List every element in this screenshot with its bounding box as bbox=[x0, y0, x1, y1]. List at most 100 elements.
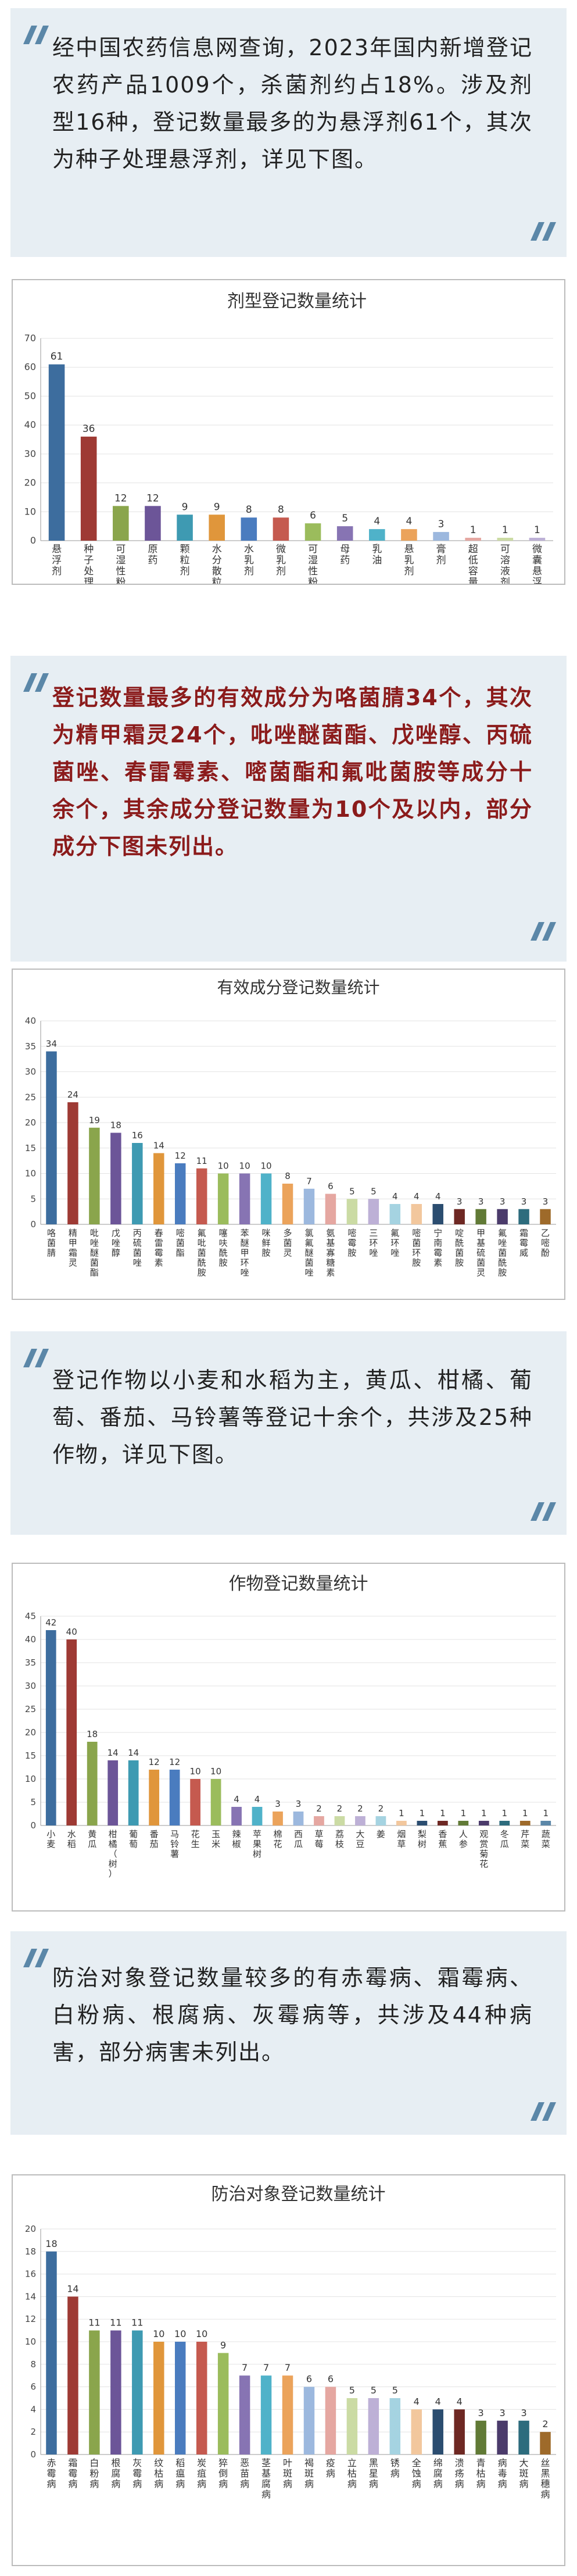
bar bbox=[67, 1102, 78, 1224]
crop-quote-box: 登记作物以小麦和水稻为主，黄瓜、柑橘、葡萄、番茄、马铃薯等登记十余个，共涉及25… bbox=[10, 1331, 567, 1535]
category-label: 小麦 bbox=[46, 1829, 55, 1849]
bar bbox=[48, 364, 65, 541]
bar bbox=[411, 1204, 422, 1224]
bar bbox=[110, 1132, 121, 1224]
category-label: 全蚀病 bbox=[412, 2457, 421, 2489]
category-label: 种子处理悬浮剂 bbox=[84, 544, 94, 584]
category-label: 立枯病 bbox=[347, 2457, 357, 2489]
category-label: 马铃薯 bbox=[170, 1829, 179, 1859]
bar-value-label: 5 bbox=[392, 2385, 398, 2396]
bar bbox=[239, 1173, 250, 1224]
y-tick-label: 30 bbox=[24, 448, 36, 459]
y-tick-label: 30 bbox=[25, 1067, 36, 1077]
bar-value-label: 4 bbox=[414, 2396, 420, 2407]
category-label: 可湿性粉剂 bbox=[308, 544, 318, 584]
bar-value-label: 1 bbox=[534, 524, 540, 536]
y-tick-label: 20 bbox=[25, 1727, 36, 1738]
bar bbox=[497, 1209, 508, 1224]
bar bbox=[209, 515, 225, 541]
bar bbox=[304, 523, 321, 541]
category-label: 乙嘧酚 bbox=[541, 1228, 550, 1258]
bar bbox=[153, 2342, 164, 2454]
bar bbox=[499, 1821, 510, 1825]
bar bbox=[336, 526, 353, 541]
ingredient-quote-box: 登记数量最多的有效成分为咯菌腈34个，其次为精甲霜灵24个，吡唑醚菌酯、戊唑醇、… bbox=[10, 656, 567, 962]
bar-value-label: 3 bbox=[500, 2407, 506, 2418]
bar bbox=[196, 2342, 207, 2454]
bar-value-label: 1 bbox=[420, 1808, 425, 1818]
bar-value-label: 7 bbox=[285, 2362, 291, 2373]
chart-formulation: 剂型登记数量统计01020304050607061悬浮剂36种子处理悬浮剂12可… bbox=[12, 279, 565, 585]
category-label: 丙硫菌唑 bbox=[133, 1228, 142, 1268]
bar bbox=[432, 2409, 443, 2454]
category-label: 霜霉病 bbox=[68, 2457, 77, 2489]
bar bbox=[401, 529, 417, 541]
bar bbox=[149, 1770, 160, 1825]
category-label: 棉花 bbox=[274, 1829, 282, 1849]
y-tick-label: 25 bbox=[25, 1092, 36, 1102]
bar-value-label: 2 bbox=[357, 1803, 363, 1814]
ingredient-paragraph: 登记数量最多的有效成分为咯菌腈34个，其次为精甲霜灵24个，吡唑醚菌酯、戊唑醇、… bbox=[52, 685, 533, 859]
crop-chart-svg: 作物登记数量统计05101520253035404542小麦40水稻18黄瓜14… bbox=[25, 1574, 556, 1879]
category-label: 悬浮剂 bbox=[52, 544, 62, 577]
category-label: 咯菌腈 bbox=[47, 1228, 56, 1258]
y-tick-label: 4 bbox=[30, 2404, 36, 2414]
bar bbox=[260, 1173, 272, 1224]
y-tick-label: 25 bbox=[25, 1704, 36, 1714]
bar-value-label: 10 bbox=[174, 2328, 186, 2339]
bar-value-label: 4 bbox=[457, 2396, 463, 2407]
bar-value-label: 14 bbox=[67, 2283, 78, 2294]
category-label: 番茄 bbox=[150, 1829, 159, 1849]
bar bbox=[110, 2330, 121, 2454]
bar-value-label: 40 bbox=[66, 1627, 77, 1637]
bar bbox=[389, 1204, 401, 1224]
bar-value-label: 4 bbox=[435, 1191, 441, 1202]
bar-value-label: 11 bbox=[88, 2317, 100, 2328]
bar bbox=[478, 1821, 489, 1825]
category-label: 灰霉病 bbox=[132, 2457, 142, 2489]
bar-value-label: 10 bbox=[261, 1161, 272, 1171]
category-label: 三环唑 bbox=[369, 1228, 378, 1258]
y-tick-label: 6 bbox=[30, 2382, 36, 2392]
category-label: 嘧菌酯 bbox=[176, 1228, 185, 1258]
bar bbox=[282, 2375, 293, 2454]
crop-paragraph: 登记作物以小麦和水稻为主，黄瓜、柑橘、葡萄、番茄、马铃薯等登记十余个，共涉及25… bbox=[52, 1367, 533, 1467]
category-label: 春雷霉素 bbox=[155, 1228, 163, 1268]
bar-value-label: 1 bbox=[502, 524, 508, 536]
y-tick-label: 0 bbox=[30, 535, 36, 546]
y-tick-label: 18 bbox=[25, 2246, 36, 2257]
bar bbox=[497, 538, 514, 541]
bar bbox=[67, 2296, 78, 2454]
category-label: 白粉病 bbox=[89, 2457, 99, 2489]
bar bbox=[334, 1816, 345, 1825]
bar bbox=[346, 2398, 358, 2454]
category-label: 氟唑菌酰胺 bbox=[498, 1228, 507, 1278]
category-label: 烟草 bbox=[397, 1829, 406, 1849]
y-tick-label: 50 bbox=[24, 390, 36, 401]
y-tick-label: 5 bbox=[30, 1797, 36, 1807]
category-label: 荔枝 bbox=[335, 1829, 344, 1849]
bar bbox=[369, 529, 385, 541]
category-label: 赤霉病 bbox=[46, 2457, 56, 2489]
bar bbox=[389, 2398, 401, 2454]
category-label: 溃疡病 bbox=[455, 2457, 464, 2489]
bar bbox=[128, 1760, 139, 1825]
category-label: 苯醚甲环唑 bbox=[241, 1228, 249, 1278]
category-label: 微囊悬浮剂 bbox=[532, 544, 542, 584]
category-label: 嘧菌环胺 bbox=[412, 1228, 421, 1268]
bar-value-label: 2 bbox=[542, 2418, 548, 2429]
y-tick-label: 20 bbox=[25, 2224, 36, 2234]
bar bbox=[231, 1807, 242, 1825]
category-label: 戊唑醇 bbox=[112, 1228, 120, 1258]
category-label: 绵腐病 bbox=[433, 2457, 443, 2489]
bar bbox=[396, 1821, 407, 1825]
bar-value-label: 7 bbox=[306, 1176, 312, 1187]
bar bbox=[519, 1821, 531, 1825]
category-label: 超低容量液剂 bbox=[468, 544, 478, 584]
bar bbox=[518, 1209, 529, 1224]
bar bbox=[475, 1209, 486, 1224]
category-label: 冬瓜 bbox=[500, 1829, 509, 1849]
bar bbox=[89, 2330, 100, 2454]
category-label: 咪鲜胺 bbox=[262, 1228, 271, 1258]
bar bbox=[80, 437, 97, 541]
